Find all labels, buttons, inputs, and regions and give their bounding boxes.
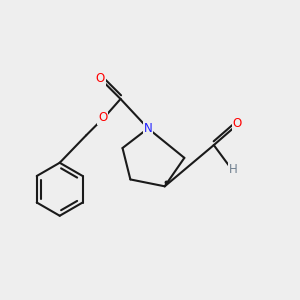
Text: O: O: [95, 72, 105, 85]
Text: O: O: [98, 111, 107, 124]
Text: O: O: [233, 117, 242, 130]
Text: N: N: [144, 122, 152, 135]
Text: H: H: [229, 163, 238, 176]
